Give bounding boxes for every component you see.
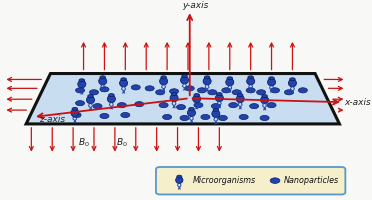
Ellipse shape	[160, 77, 168, 85]
Ellipse shape	[177, 175, 182, 178]
Ellipse shape	[267, 78, 276, 86]
FancyBboxPatch shape	[156, 167, 345, 194]
Circle shape	[270, 178, 280, 183]
Ellipse shape	[204, 76, 210, 79]
Text: $B_0$: $B_0$	[78, 137, 89, 149]
Ellipse shape	[119, 79, 128, 87]
Circle shape	[170, 89, 179, 94]
Circle shape	[208, 90, 217, 95]
Ellipse shape	[217, 93, 222, 96]
Circle shape	[270, 88, 279, 93]
Circle shape	[246, 88, 255, 93]
Polygon shape	[26, 74, 339, 124]
Ellipse shape	[170, 94, 178, 102]
Circle shape	[285, 90, 294, 95]
Ellipse shape	[109, 94, 114, 97]
Text: $B_0$: $B_0$	[116, 137, 128, 149]
Ellipse shape	[72, 107, 78, 110]
Text: x-axis: x-axis	[344, 98, 371, 107]
Circle shape	[117, 103, 126, 108]
Circle shape	[250, 104, 259, 109]
Ellipse shape	[236, 95, 244, 103]
Ellipse shape	[182, 75, 187, 78]
Ellipse shape	[203, 77, 211, 85]
Circle shape	[232, 90, 241, 95]
Circle shape	[185, 86, 194, 91]
Circle shape	[198, 88, 206, 93]
Circle shape	[176, 105, 186, 110]
Ellipse shape	[79, 79, 84, 82]
Circle shape	[239, 114, 248, 120]
Ellipse shape	[100, 76, 106, 79]
Circle shape	[267, 103, 276, 108]
Ellipse shape	[260, 96, 269, 104]
Ellipse shape	[108, 95, 115, 103]
Circle shape	[180, 115, 189, 121]
Circle shape	[100, 87, 109, 92]
Circle shape	[260, 115, 269, 121]
Circle shape	[218, 115, 227, 121]
Circle shape	[222, 88, 231, 93]
Ellipse shape	[171, 93, 177, 96]
Circle shape	[201, 114, 210, 120]
Ellipse shape	[288, 79, 296, 87]
Ellipse shape	[121, 78, 126, 81]
Ellipse shape	[227, 77, 232, 80]
Ellipse shape	[248, 76, 253, 79]
Text: y-axis: y-axis	[182, 1, 208, 10]
Circle shape	[76, 101, 84, 106]
Ellipse shape	[226, 78, 234, 86]
Circle shape	[229, 103, 238, 108]
Ellipse shape	[99, 77, 107, 85]
Circle shape	[131, 85, 140, 90]
Ellipse shape	[193, 95, 201, 103]
Circle shape	[163, 114, 171, 120]
Circle shape	[135, 102, 144, 107]
Ellipse shape	[71, 109, 79, 117]
Ellipse shape	[247, 77, 255, 85]
Ellipse shape	[88, 95, 93, 97]
Ellipse shape	[176, 177, 183, 183]
Circle shape	[298, 88, 307, 93]
Text: Microorganisms: Microorganisms	[193, 176, 256, 185]
Ellipse shape	[78, 80, 86, 88]
Ellipse shape	[187, 109, 196, 117]
Ellipse shape	[212, 110, 220, 118]
Ellipse shape	[189, 107, 194, 110]
Ellipse shape	[180, 76, 189, 84]
Circle shape	[257, 90, 266, 95]
Circle shape	[159, 103, 168, 108]
Ellipse shape	[215, 94, 223, 102]
Circle shape	[155, 90, 165, 95]
Circle shape	[194, 103, 203, 108]
Circle shape	[121, 112, 130, 118]
Ellipse shape	[161, 76, 166, 79]
Ellipse shape	[194, 94, 199, 97]
Circle shape	[145, 86, 154, 91]
Ellipse shape	[237, 94, 243, 97]
Circle shape	[90, 90, 99, 95]
Circle shape	[72, 112, 81, 118]
Ellipse shape	[269, 77, 274, 80]
Text: Nanoparticles: Nanoparticles	[284, 176, 339, 185]
Circle shape	[211, 104, 220, 109]
Ellipse shape	[290, 78, 295, 81]
Ellipse shape	[262, 95, 267, 97]
Circle shape	[76, 88, 84, 93]
Text: z-axis: z-axis	[39, 115, 65, 124]
Ellipse shape	[213, 108, 219, 111]
Circle shape	[93, 104, 102, 109]
Ellipse shape	[87, 96, 94, 104]
Circle shape	[100, 113, 109, 119]
